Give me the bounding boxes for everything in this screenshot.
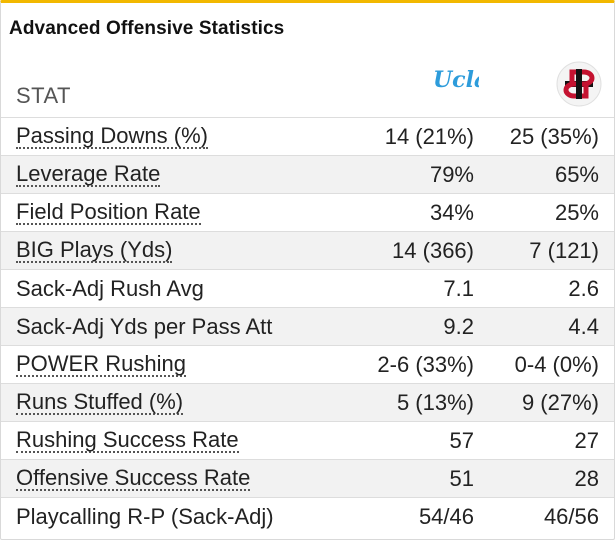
ucla-value: 51 xyxy=(449,466,474,491)
sdsu-value: 4.4 xyxy=(568,314,599,339)
sdsu-value: 7 (121) xyxy=(529,238,599,263)
stat-label[interactable]: Offensive Success Rate xyxy=(16,465,251,491)
sdsu-value: 25 (35%) xyxy=(509,124,599,149)
table-row: Passing Downs (%) 14 (21%) 25 (35%) xyxy=(1,117,614,155)
table-row: Runs Stuffed (%) 5 (13%) 9 (27%) xyxy=(1,383,614,421)
ucla-value: 34% xyxy=(429,200,474,225)
stats-table: Passing Downs (%) 14 (21%) 25 (35%) Leverag… xyxy=(1,117,614,535)
table-row: BIG Plays (Yds) 14 (366) 7 (121) xyxy=(1,231,614,269)
stat-label[interactable]: POWER Rushing xyxy=(16,351,186,377)
stat-column-header: STAT xyxy=(16,83,71,108)
ucla-value: 57 xyxy=(449,428,474,453)
ucla-value: 9.2 xyxy=(443,314,474,339)
ucla-value: 79% xyxy=(429,162,474,187)
stat-label: Sack-Adj Rush Avg xyxy=(16,276,204,301)
svg-text:Ucla: Ucla xyxy=(433,67,479,93)
table-header: STAT Ucla xyxy=(1,61,614,115)
stat-label[interactable]: BIG Plays (Yds) xyxy=(16,237,173,263)
table-row: Playcalling R-P (Sack-Adj) 54/46 46/56 xyxy=(1,497,614,535)
stat-label[interactable]: Rushing Success Rate xyxy=(16,427,239,453)
table-row: Field Position Rate 34% 25% xyxy=(1,193,614,231)
stat-label: Playcalling R-P (Sack-Adj) xyxy=(16,504,274,529)
ucla-value: 7.1 xyxy=(443,276,474,301)
sdsu-value: 0-4 (0%) xyxy=(514,352,599,377)
sdsu-value: 65% xyxy=(554,162,599,187)
table-row: POWER Rushing 2-6 (33%) 0-4 (0%) xyxy=(1,345,614,383)
card-title: Advanced Offensive Statistics xyxy=(9,18,285,39)
table-row: Leverage Rate 79% 65% xyxy=(1,155,614,193)
sdsu-value: 46/56 xyxy=(543,504,599,529)
sdsu-value: 25% xyxy=(554,200,599,225)
stat-label[interactable]: Field Position Rate xyxy=(16,199,201,225)
ucla-value: 14 (366) xyxy=(392,238,474,263)
table-row: Sack-Adj Yds per Pass Att 9.2 4.4 xyxy=(1,307,614,345)
ucla-value: 5 (13%) xyxy=(396,390,474,415)
table-row: Offensive Success Rate 51 28 xyxy=(1,459,614,497)
ucla-value: 54/46 xyxy=(418,504,474,529)
sdsu-value: 28 xyxy=(574,466,599,491)
sdsu-value: 9 (27%) xyxy=(521,390,599,415)
stat-label: Sack-Adj Yds per Pass Att xyxy=(16,314,273,339)
stat-label[interactable]: Passing Downs (%) xyxy=(16,123,208,149)
table-row: Sack-Adj Rush Avg 7.1 2.6 xyxy=(1,269,614,307)
ucla-value: 2-6 (33%) xyxy=(377,352,474,377)
ucla-value: 14 (21%) xyxy=(384,124,474,149)
ucla-logo-icon: Ucla xyxy=(429,63,479,95)
sdsu-value: 2.6 xyxy=(568,276,599,301)
stat-label[interactable]: Runs Stuffed (%) xyxy=(16,389,184,415)
sdsu-logo-icon xyxy=(556,61,602,107)
table-row: Rushing Success Rate 57 27 xyxy=(1,421,614,459)
stat-label[interactable]: Leverage Rate xyxy=(16,161,161,187)
sdsu-value: 27 xyxy=(574,428,599,453)
